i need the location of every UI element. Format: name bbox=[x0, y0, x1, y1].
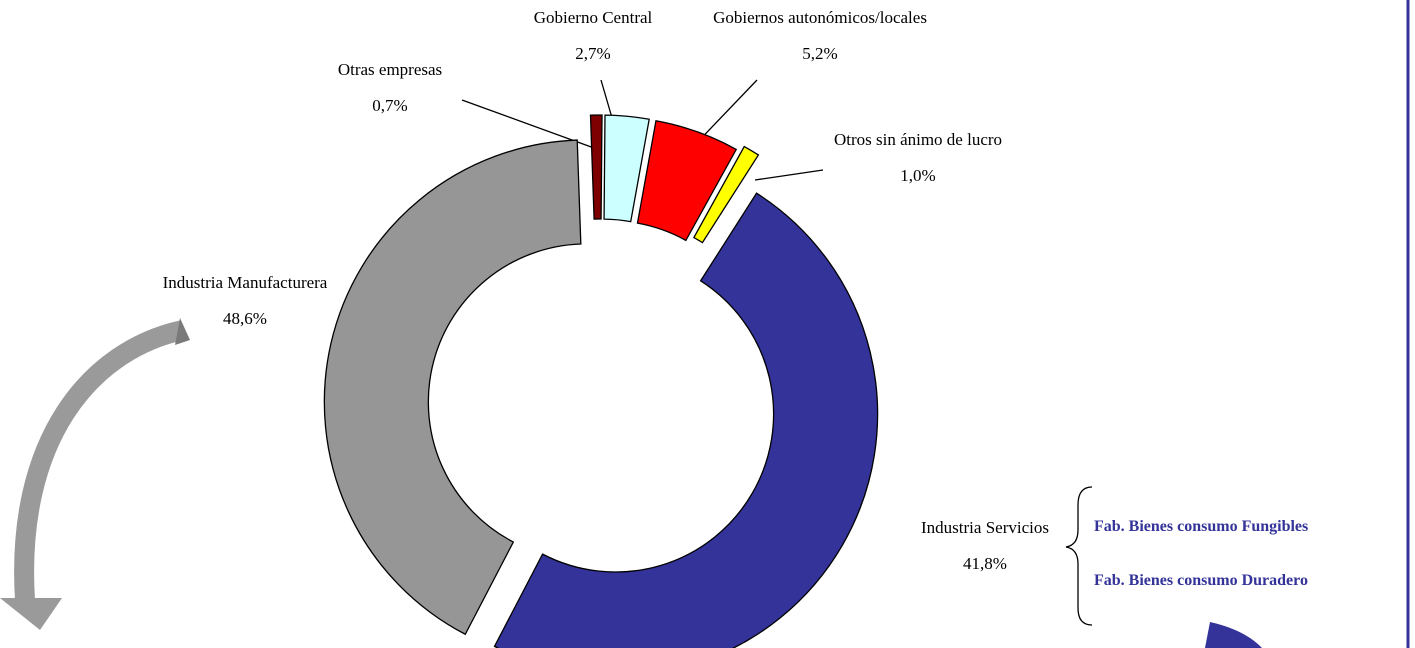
donut-segment bbox=[323, 139, 582, 636]
category-label: Otras empresas bbox=[337, 60, 443, 79]
value-label: 48,6% bbox=[223, 309, 267, 328]
value-label: 2,7% bbox=[575, 44, 611, 63]
value-label: 41,8% bbox=[963, 554, 1007, 573]
data-label: Otros sin ánimo de lucro 1,0% bbox=[813, 122, 1023, 194]
annotation: Fab. Bienes consumo Duradero bbox=[1094, 572, 1308, 589]
category-label: Industria Servicios bbox=[921, 518, 1049, 537]
donut-segment bbox=[589, 114, 603, 220]
data-label: Gobierno Central 2,7% bbox=[493, 0, 693, 72]
category-label: Otros sin ánimo de lucro bbox=[833, 130, 1003, 149]
category-label: Industria Manufacturera bbox=[162, 273, 328, 292]
value-label: 1,0% bbox=[900, 166, 936, 185]
annotation: Fab. Bienes consumo Fungibles bbox=[1094, 518, 1309, 535]
data-label: Otras empresas 0,7% bbox=[290, 52, 490, 124]
curved-arrow bbox=[0, 318, 190, 630]
donut-segment bbox=[493, 192, 879, 648]
data-label: Industria Manufacturera 48,6% bbox=[135, 265, 355, 337]
value-label: 5,2% bbox=[802, 44, 838, 63]
category-label: Gobierno Central bbox=[533, 8, 653, 27]
category-label: Gobiernos autonómicos/locales bbox=[713, 8, 927, 27]
value-label: 0,7% bbox=[372, 96, 408, 115]
data-label: Industria Servicios 41,8% bbox=[905, 510, 1065, 582]
donut-segment bbox=[693, 145, 760, 244]
brace bbox=[1065, 486, 1093, 626]
donut-segment bbox=[636, 120, 738, 242]
decor-circle bbox=[1205, 622, 1262, 648]
data-label: Gobiernos autonómicos/locales 5,2% bbox=[710, 0, 930, 72]
donut-segment bbox=[603, 114, 650, 223]
